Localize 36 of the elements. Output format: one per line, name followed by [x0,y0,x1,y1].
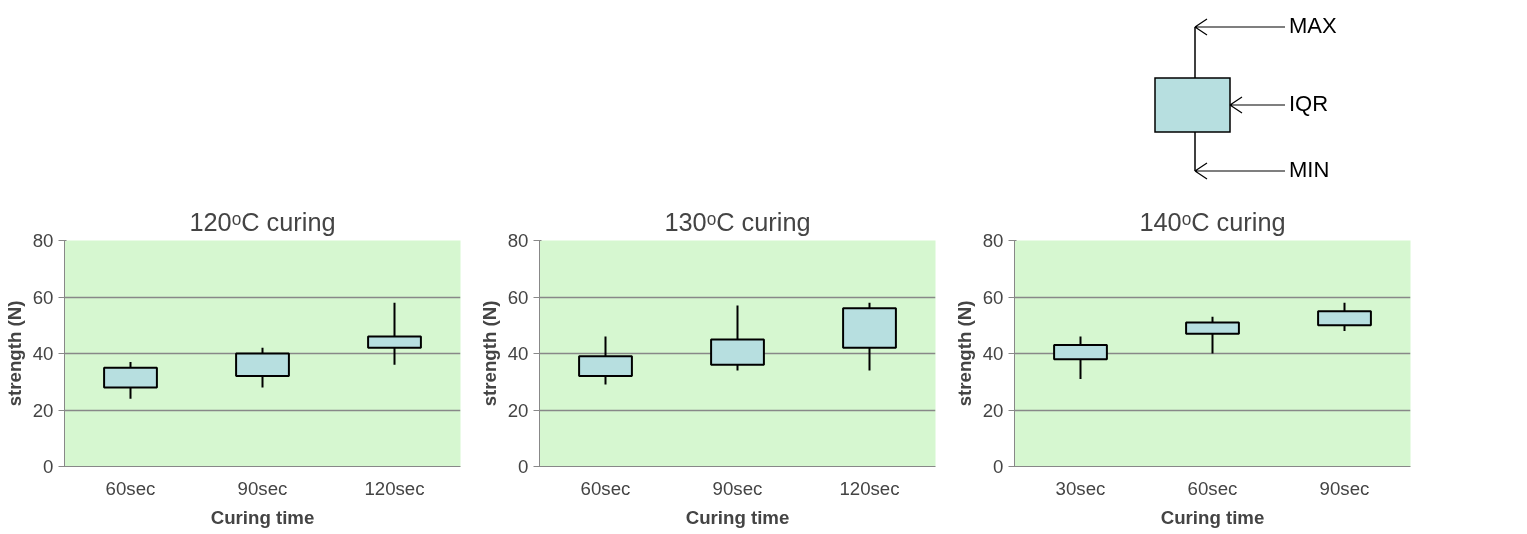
x-tick-label: 60sec [105,477,156,499]
x-axis-title: Curing time [685,506,790,528]
y-axis-title: strength (N) [478,300,500,407]
x-tick-label: 90sec [237,477,288,499]
y-tick-label: 60 [32,286,54,308]
y-tick-label: 80 [982,230,1004,251]
x-tick-label: 90sec [712,477,763,499]
y-axis-title: strength (N) [953,300,975,407]
x-axis-title: Curing time [1160,506,1265,528]
y-tick-label: 80 [507,230,529,251]
x-tick-label: 60sec [580,477,631,499]
text: IQR [1289,90,1329,116]
chart-title: 130ᵒC curing [664,207,811,236]
x-axis-title: Curing time [210,506,315,528]
y-tick-label: 60 [982,286,1004,308]
x-tick-label: 120sec [364,477,425,499]
y-tick-label: 60 [507,286,529,308]
text: MAX [1289,12,1337,38]
y-tick-label: 80 [32,230,54,251]
y-tick-label: 40 [982,343,1004,364]
chart-title: 120ᵒC curing [189,207,336,236]
x-tick-label: 120sec [839,477,900,499]
y-tick-label: 40 [32,343,54,364]
x-tick-label: 30sec [1055,477,1106,499]
y-tick-label: 0 [518,456,529,477]
text: MIN [1289,156,1330,182]
y-tick-label: 0 [993,456,1004,477]
y-axis-title: strength (N) [3,300,25,407]
chart-title: 140ᵒC curing [1139,207,1286,236]
x-tick-label: 60sec [1187,477,1238,499]
y-tick-label: 0 [43,456,54,477]
y-tick-label: 20 [982,399,1004,421]
y-tick-label: 20 [507,399,529,421]
y-tick-label: 40 [507,343,529,364]
y-tick-label: 20 [32,399,54,421]
x-tick-label: 90sec [1319,477,1370,499]
